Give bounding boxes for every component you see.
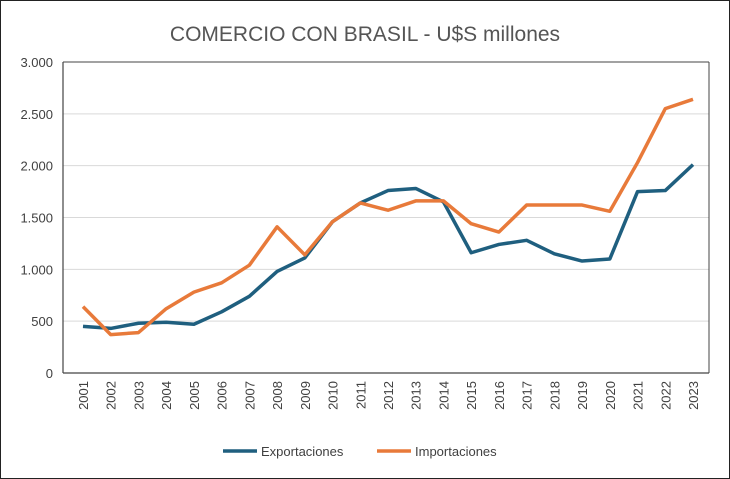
x-tick-label: 2020 [603, 381, 618, 410]
y-tick-label: 1.000 [20, 262, 53, 277]
x-tick-label: 2017 [520, 381, 535, 410]
x-tick-label: 2004 [159, 381, 174, 410]
x-tick-label: 2003 [131, 381, 146, 410]
x-tick-label: 2021 [631, 381, 646, 410]
x-tick-label: 2019 [575, 381, 590, 410]
x-tick-label: 2016 [492, 381, 507, 410]
x-tick-label: 2001 [76, 381, 91, 410]
x-tick-label: 2018 [547, 381, 562, 410]
x-tick-label: 2011 [353, 381, 368, 409]
x-tick-label: 2002 [104, 381, 119, 410]
y-tick-label: 500 [31, 314, 53, 329]
x-tick-label: 2010 [326, 381, 341, 410]
y-tick-label: 2.000 [20, 159, 53, 174]
x-tick-label: 2013 [409, 381, 424, 410]
x-tick-label: 2012 [381, 381, 396, 410]
legend-label: Importaciones [415, 444, 497, 459]
y-tick-label: 2.500 [20, 107, 53, 122]
x-tick-label: 2014 [436, 381, 451, 410]
x-tick-label: 2007 [242, 381, 257, 410]
x-tick-label: 2022 [658, 381, 673, 410]
x-tick-label: 2023 [686, 381, 701, 410]
x-tick-label: 2008 [270, 381, 285, 410]
y-tick-label: 1.500 [20, 211, 53, 226]
y-tick-label: 0 [46, 366, 53, 381]
x-tick-label: 2015 [464, 381, 479, 410]
x-tick-label: 2009 [298, 381, 313, 410]
chart-title: COMERCIO CON BRASIL - U$S millones [170, 23, 560, 46]
series-line-importaciones [81, 97, 694, 337]
x-tick-label: 2006 [215, 381, 230, 410]
legend-label: Exportaciones [261, 444, 344, 459]
x-tick-label: 2005 [187, 381, 202, 410]
y-tick-label: 3.000 [20, 55, 53, 70]
